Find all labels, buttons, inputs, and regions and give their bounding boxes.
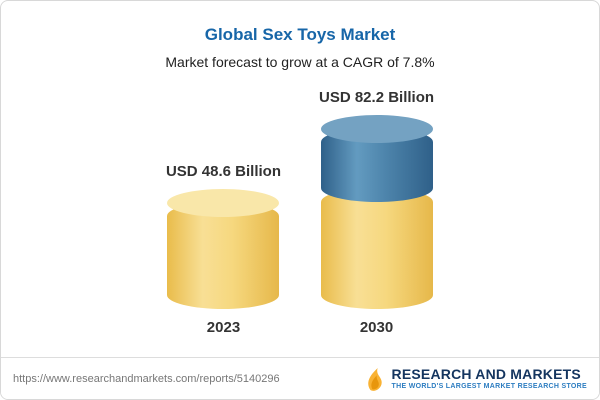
chart-title: Global Sex Toys Market [204,25,396,44]
bar-column: USD 48.6 Billion 2023 [166,163,281,336]
bar-base-segment [167,202,280,309]
bar-base-segment [320,188,433,309]
cylinder-bar [167,189,280,309]
bar-category-label: 2023 [206,319,241,336]
logo-text: RESEARCH AND MARKETS [391,366,581,383]
source-url[interactable]: https://www.researchandmarkets.com/repor… [13,372,280,385]
logo-tagline: THE WORLD'S LARGEST MARKET RESEARCH STOR… [391,382,587,390]
chart-subtitle: Market forecast to grow at a CAGR of 7.8… [165,54,435,70]
bar-category-label: 2030 [359,319,394,336]
bar-value-label: USD 48.6 Billion [165,163,281,180]
logo: RESEARCH AND MARKETS THE WORLD'S LARGEST… [364,365,587,393]
logo-text-block: RESEARCH AND MARKETS THE WORLD'S LARGEST… [392,366,587,390]
cylinder-bar [320,115,433,309]
logo-flame-icon [367,367,382,391]
cylinder-top-cap [167,189,280,217]
bar-chart: USD 48.6 Billion 2023 USD 82.2 Billion 2030 [1,74,599,336]
cylinder-top-cap [320,115,433,143]
bar-column: USD 82.2 Billion 2030 [319,89,434,336]
footer: https://www.researchandmarkets.com/repor… [1,357,599,399]
bar-value-label: USD 82.2 Billion [319,89,435,106]
